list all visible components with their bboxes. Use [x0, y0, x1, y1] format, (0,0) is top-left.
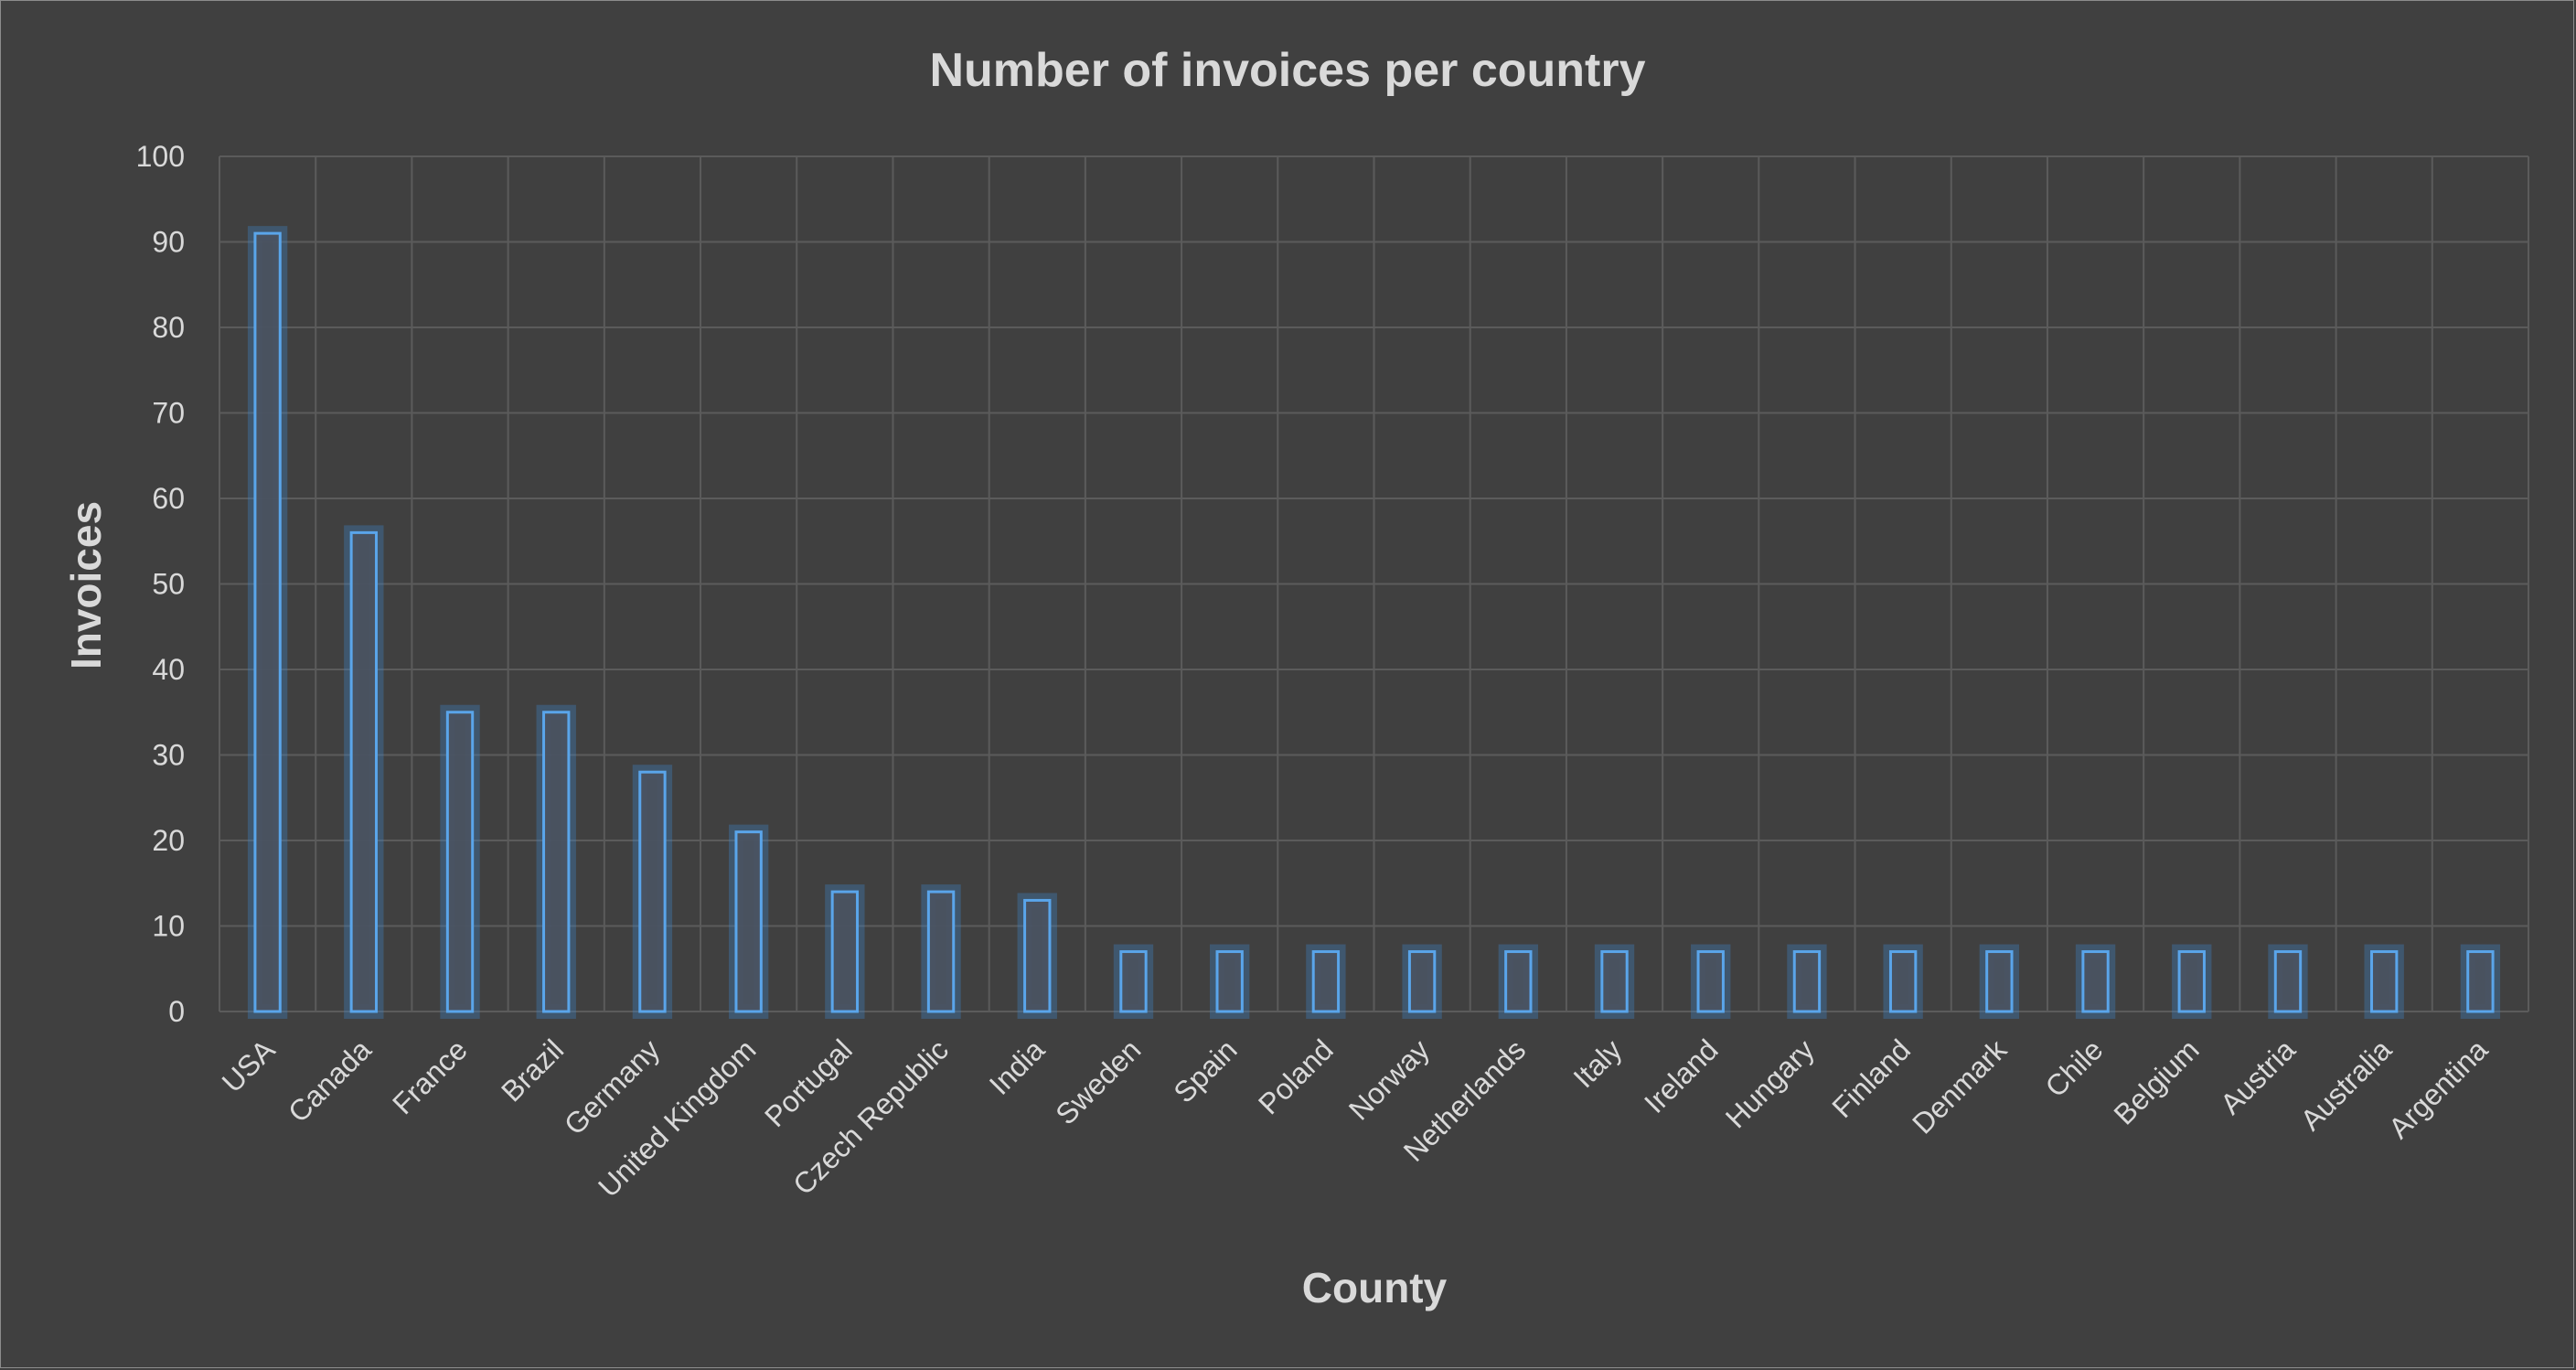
bar	[2370, 950, 2399, 1013]
bar-group	[1210, 944, 1250, 1020]
bar-group	[2075, 944, 2116, 1020]
bar	[734, 830, 763, 1013]
x-tick-label: Norway	[1342, 1033, 1436, 1126]
bar	[1023, 898, 1052, 1013]
bar-group	[344, 525, 384, 1019]
bar-group	[1402, 944, 1442, 1020]
x-axis-title: County	[1302, 1264, 1448, 1311]
y-tick-label: 60	[152, 482, 185, 515]
bar-group	[1691, 944, 1731, 1020]
bar-group	[825, 884, 865, 1019]
bar-group	[1883, 944, 1923, 1020]
y-tick-label: 0	[168, 995, 185, 1028]
bar	[2081, 950, 2110, 1013]
x-tick-label: Austria	[2214, 1033, 2302, 1120]
bar	[1119, 950, 1148, 1013]
bar	[2466, 950, 2495, 1013]
x-tick-label: Portugal	[758, 1033, 859, 1133]
bar	[253, 231, 282, 1013]
bar-group	[2364, 944, 2404, 1020]
bar-group	[921, 884, 961, 1019]
x-tick-label: Italy	[1567, 1033, 1629, 1094]
bar-group	[2268, 944, 2308, 1020]
bar	[1600, 950, 1629, 1013]
bar	[445, 711, 475, 1013]
x-tick-label: Denmark	[1906, 1033, 2014, 1140]
x-tick-label: Canada	[282, 1033, 378, 1129]
y-tick-label: 80	[152, 311, 185, 344]
bar-group	[2460, 944, 2501, 1020]
x-tick-label: France	[386, 1033, 474, 1120]
bar	[2273, 950, 2303, 1013]
y-tick-label: 90	[152, 226, 185, 259]
x-tick-label: Brazil	[495, 1033, 570, 1108]
y-tick-label: 50	[152, 568, 185, 601]
chart-title: Number of invoices per country	[929, 44, 1645, 97]
bar	[1985, 950, 2014, 1013]
bar-group	[1113, 944, 1154, 1020]
bar	[830, 890, 860, 1013]
bar	[638, 770, 667, 1013]
bar	[1215, 950, 1244, 1013]
x-tick-label: Ireland	[1638, 1033, 1725, 1119]
y-axis-ticks: 0 10 20 30 40 50 60 70 80 90 100	[136, 140, 185, 1028]
x-tick-label: Sweden	[1049, 1033, 1147, 1130]
y-tick-label: 100	[136, 140, 185, 173]
x-tick-label: Belgium	[2108, 1033, 2206, 1130]
bar-group	[1306, 944, 1346, 1020]
bar-group	[247, 226, 288, 1019]
x-tick-label: Finland	[1825, 1033, 1917, 1124]
y-tick-label: 40	[152, 653, 185, 686]
bar-group	[1498, 944, 1538, 1020]
y-tick-label: 10	[152, 910, 185, 943]
bar-group	[1787, 944, 1827, 1020]
bar-group	[632, 765, 673, 1019]
bar-group	[2172, 944, 2212, 1020]
bar-group	[1017, 893, 1057, 1020]
x-tick-label: Spain	[1167, 1033, 1243, 1108]
bar	[2177, 950, 2206, 1013]
grid-layer	[219, 155, 2529, 1012]
bar	[1407, 950, 1437, 1013]
bar	[1311, 950, 1341, 1013]
y-tick-label: 30	[152, 739, 185, 772]
bar	[1792, 950, 1822, 1013]
bar	[1504, 950, 1533, 1013]
bar-group	[1594, 944, 1635, 1020]
bar-group	[728, 824, 769, 1020]
x-tick-label: Chile	[2038, 1033, 2109, 1103]
bars-layer	[247, 226, 2501, 1020]
x-tick-label: USA	[216, 1033, 282, 1098]
bar	[542, 711, 571, 1013]
y-tick-label: 20	[152, 824, 185, 857]
bar	[1888, 950, 1918, 1013]
bar-group	[1979, 944, 2020, 1020]
y-axis-title: Invoices	[62, 501, 110, 669]
x-tick-label: Poland	[1252, 1033, 1340, 1120]
bar-group	[536, 704, 576, 1019]
y-tick-label: 70	[152, 397, 185, 430]
x-tick-label: Hungary	[1719, 1033, 1821, 1134]
bar	[349, 530, 378, 1013]
bar-group	[440, 704, 480, 1019]
bar	[1696, 950, 1725, 1013]
x-tick-label: India	[983, 1033, 1052, 1101]
x-tick-label: Argentina	[2382, 1033, 2494, 1144]
bar	[926, 890, 956, 1013]
